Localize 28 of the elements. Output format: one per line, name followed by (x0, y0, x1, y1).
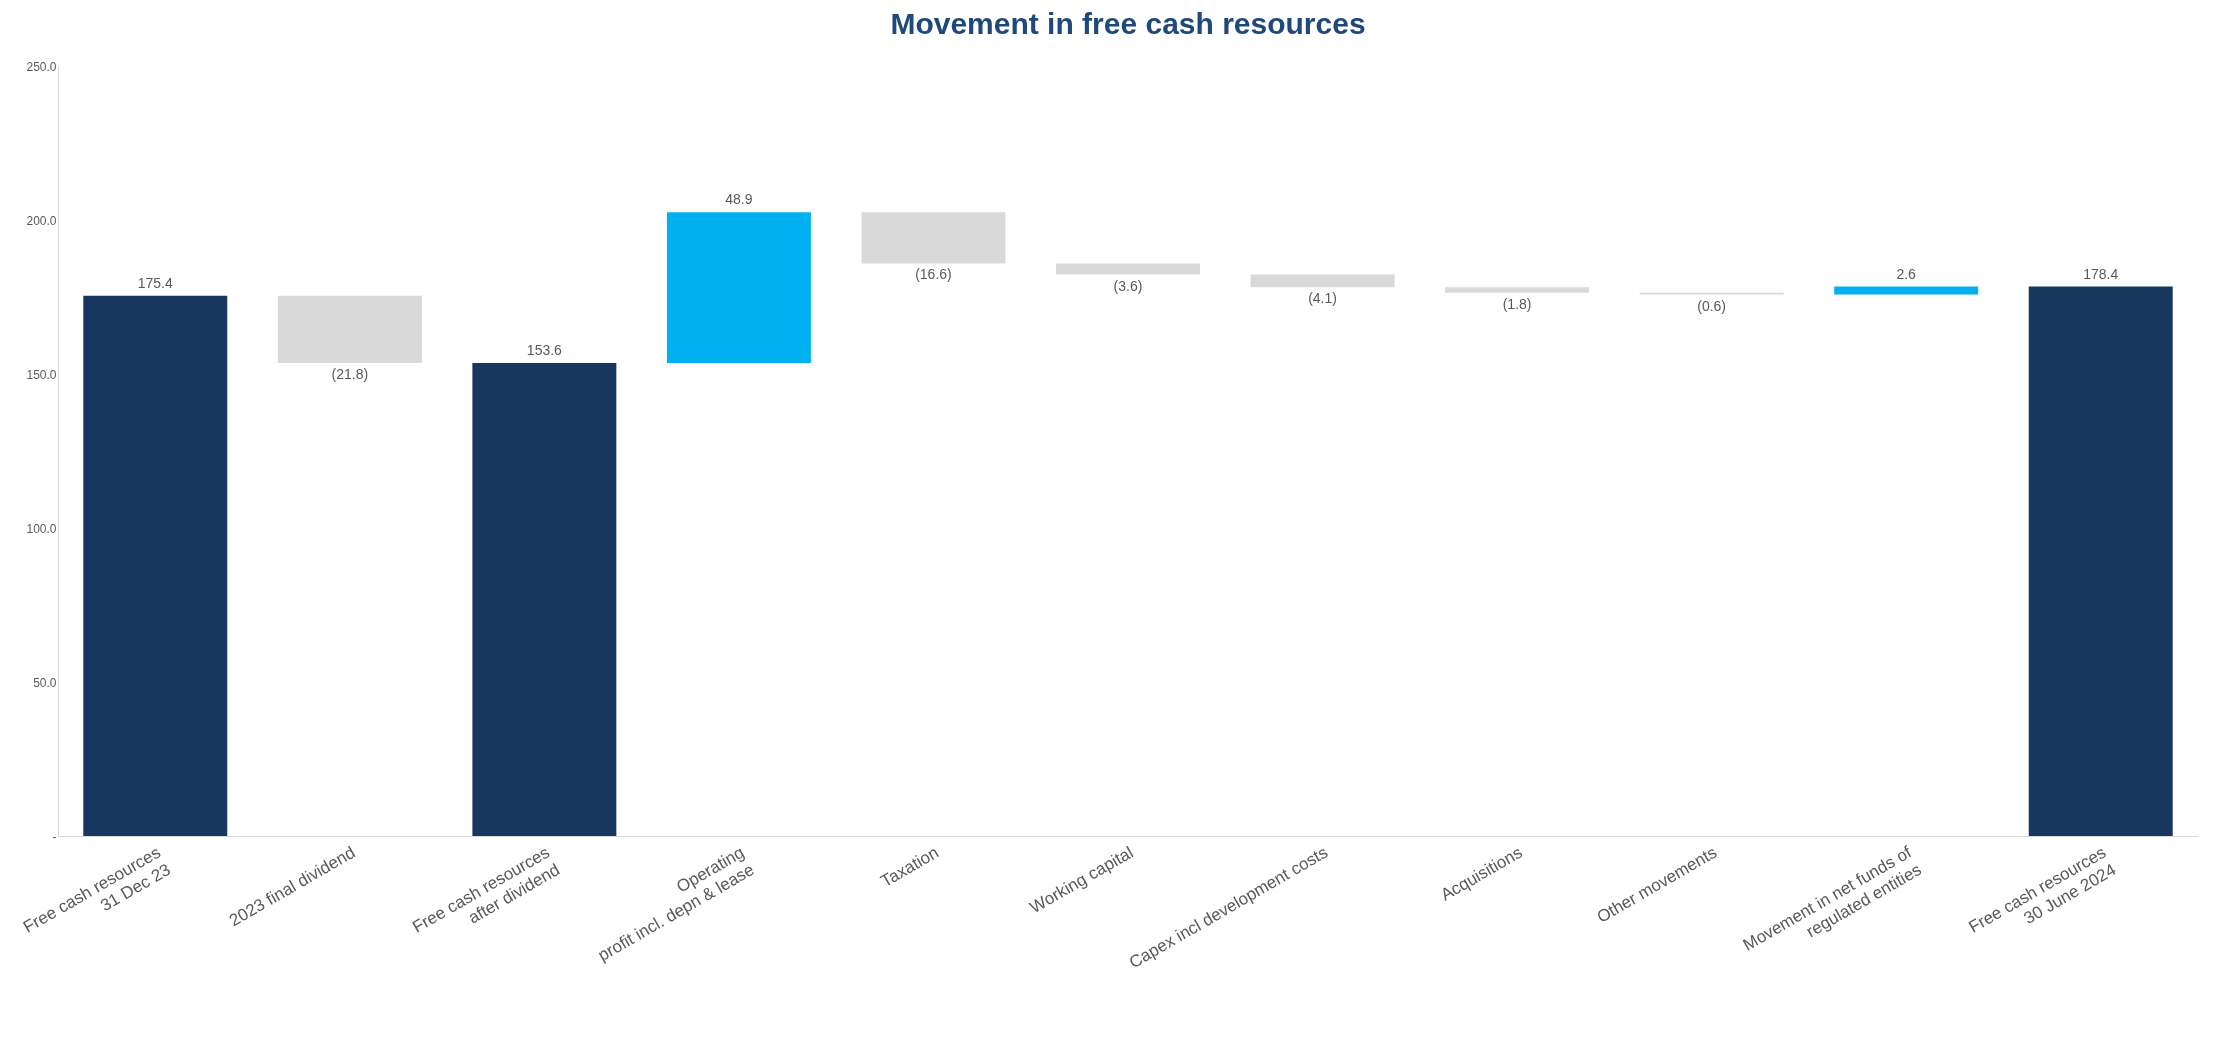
bar (1056, 263, 1200, 275)
y-tick-label: 150.0 (26, 367, 57, 382)
bar (861, 212, 1006, 264)
data-label: (21.8) (331, 365, 369, 382)
data-label: 48.9 (725, 191, 753, 208)
data-label: 153.6 (526, 341, 563, 358)
y-tick-label: - (52, 829, 57, 844)
data-label: (16.6) (915, 266, 952, 283)
bar (277, 295, 422, 363)
bar (472, 362, 617, 836)
data-label: 175.4 (137, 274, 173, 291)
y-tick-label: 100.0 (26, 521, 57, 536)
bar (1445, 287, 1590, 293)
data-label: 2.6 (1896, 265, 1917, 282)
chart-title: Movement in free cash resources (890, 7, 1366, 40)
bar (666, 212, 811, 363)
data-label: (4.1) (1308, 290, 1337, 307)
y-tick-label: 50.0 (33, 675, 57, 690)
data-label: (0.6) (1697, 297, 1727, 314)
bar (1250, 274, 1395, 288)
data-label: 178.4 (2083, 265, 2119, 282)
bar (83, 295, 228, 836)
y-tick-label: 250.0 (26, 59, 57, 74)
y-tick-label: 200.0 (26, 213, 57, 228)
data-label: (3.6) (1113, 277, 1143, 294)
bar (2028, 286, 2173, 836)
data-label: (1.8) (1502, 295, 1532, 312)
bar (1834, 286, 1979, 295)
